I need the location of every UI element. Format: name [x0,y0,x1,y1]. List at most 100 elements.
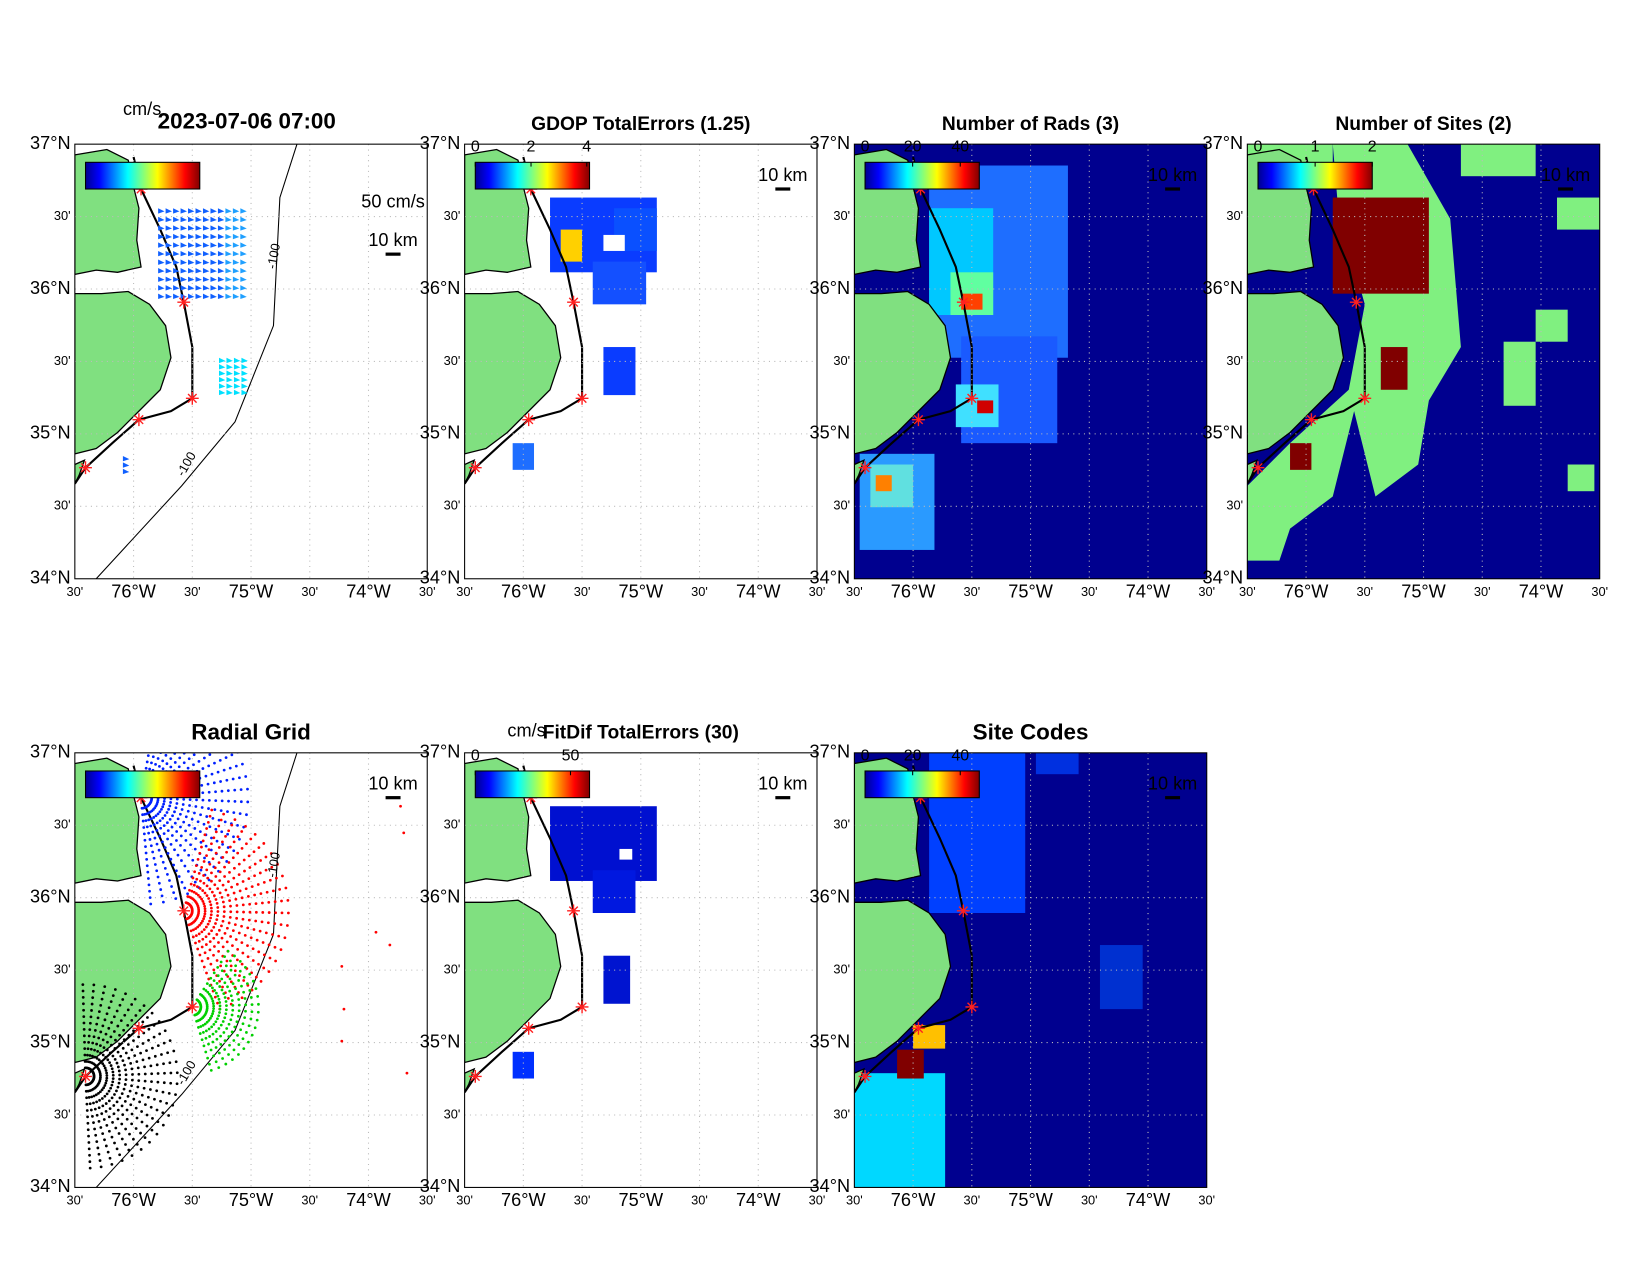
radial-point [187,747,190,750]
radial-point [229,904,232,908]
radial-point [225,1027,229,1030]
radial-point [173,821,177,825]
radial-point [196,858,200,861]
radial-point [168,1039,172,1043]
radial-point [233,973,237,977]
radial-point [223,1039,227,1043]
radial-point [212,1023,216,1026]
radial-point [144,845,147,848]
panel-title: FitDif TotalErrors (30) [543,723,739,744]
radial-point [212,968,216,972]
radial-point [214,750,217,753]
radial-point [156,1080,160,1084]
lat-label: 34°N [420,568,461,588]
radial-point [244,775,248,778]
radial-point [91,989,95,993]
radial-point [211,1032,215,1036]
radial-point [238,776,241,780]
radial-point [188,888,191,892]
radial-point [100,997,104,1001]
radial-point [118,1077,121,1081]
vector [241,389,248,396]
radial-point [121,998,125,1001]
vector [158,216,165,223]
radial-point [116,1065,120,1069]
radial-point [115,1061,119,1065]
colorbar-tick-label: 40 [951,139,969,156]
radial-point [268,956,272,960]
map-panel: 37°N30'36°N30'35°N30'34°N30' 76°W 30' 75°W 3… [30,691,436,1211]
radial-point [236,1014,240,1018]
radial-point [165,712,168,715]
vector [226,376,233,383]
radial-point [271,889,275,893]
radial-point [105,1092,109,1096]
vector [225,285,232,291]
radial-point [175,1082,179,1086]
radial-point [82,1002,85,1006]
radial-point [225,860,229,863]
radial-point [162,802,166,806]
radial-point [219,818,223,822]
radial-point [255,1018,259,1022]
radial-point [266,921,270,925]
lon-label: 75°W [1008,1190,1053,1210]
radial-point [162,745,165,748]
radial-point [220,895,224,899]
lon-label: 30' [66,1193,83,1208]
lat-label: 36°N [420,278,461,298]
vector [233,364,241,370]
radial-point [158,691,161,694]
radial-point [167,1091,171,1095]
colorbar-tick-label: 50 [562,747,580,764]
radial-point [150,1128,154,1132]
radial-point [207,897,211,900]
radial-point [209,916,212,920]
radial-point [154,749,157,752]
radial-point [157,1020,161,1023]
radial-point [129,1103,133,1107]
radial-point [231,944,234,948]
radial-point [97,1091,100,1095]
radial-point [224,964,228,968]
radial-point [246,800,250,804]
radial-point [200,945,204,949]
radial-point [130,1067,134,1071]
radial-point [224,1000,228,1003]
radial-point [87,1147,91,1151]
radial-point [93,1048,96,1052]
radial-point [197,759,201,763]
vector [240,242,247,248]
radial-point [203,745,206,748]
lat-label: 37°N [30,742,71,762]
vector [122,468,130,475]
radial-point [226,789,230,793]
radial-point [149,742,152,745]
radial-point [162,832,166,836]
radial-point [109,1043,113,1047]
radial-point [241,1022,245,1026]
radial-point [124,1051,128,1055]
lon-label: 75°W [1008,581,1053,601]
radial-point [251,959,255,962]
radial-point [241,1037,245,1041]
radial-point [193,811,196,815]
radial-point [240,830,244,833]
radial-point [216,887,220,891]
radial-point [227,1022,231,1026]
panel-title: Site Codes [973,720,1089,745]
radial-point [191,876,195,880]
radial-point [158,764,161,768]
axes-frame [464,752,818,1188]
radial-point [152,823,156,826]
radial-point [118,1153,122,1157]
radial-point [88,1166,92,1170]
lon-label: 74°W [346,1190,391,1210]
radial-point [203,856,206,860]
radial-point [236,835,240,839]
vector [232,233,240,240]
axes-frame [1246,143,1601,580]
radial-point [183,886,187,890]
radial-point [130,1084,133,1088]
radial-point [128,1132,131,1136]
